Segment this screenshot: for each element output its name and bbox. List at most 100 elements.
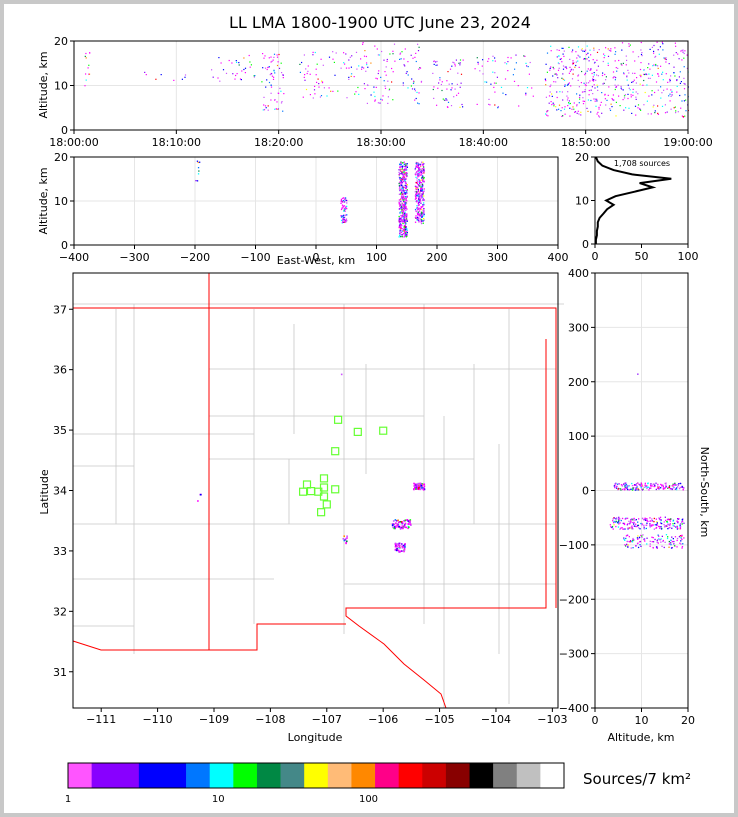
source-point bbox=[415, 162, 417, 165]
source-point bbox=[362, 42, 364, 44]
source-point bbox=[413, 80, 415, 82]
source-point bbox=[84, 85, 86, 87]
source-point bbox=[676, 85, 678, 87]
x-tick-label: 20 bbox=[681, 714, 695, 727]
x-tick-label: 0 bbox=[592, 250, 599, 263]
source-point bbox=[667, 81, 669, 83]
source-point bbox=[627, 527, 629, 529]
source-point bbox=[343, 52, 345, 54]
source-point bbox=[631, 525, 633, 527]
source-point bbox=[264, 67, 267, 69]
source-point bbox=[276, 101, 278, 103]
source-point bbox=[345, 537, 347, 540]
source-point bbox=[672, 519, 675, 521]
source-point bbox=[582, 91, 584, 93]
source-point bbox=[670, 95, 672, 97]
source-point bbox=[658, 53, 660, 55]
source-point bbox=[375, 77, 377, 79]
y-tick-label: 32 bbox=[53, 605, 67, 618]
source-point bbox=[436, 104, 438, 106]
source-point bbox=[406, 214, 408, 216]
source-point bbox=[407, 87, 409, 89]
source-point bbox=[635, 96, 637, 98]
source-point bbox=[580, 49, 583, 51]
source-point bbox=[646, 485, 648, 487]
source-point bbox=[546, 52, 549, 54]
source-point bbox=[268, 66, 270, 68]
source-point bbox=[401, 235, 403, 238]
x-tick-label: −103 bbox=[537, 713, 567, 726]
source-point bbox=[363, 83, 365, 85]
source-point bbox=[404, 524, 406, 526]
source-point bbox=[593, 74, 595, 76]
source-point bbox=[328, 56, 331, 58]
source-point bbox=[672, 520, 674, 522]
source-point bbox=[404, 199, 406, 201]
source-point bbox=[660, 541, 662, 543]
source-point bbox=[664, 541, 666, 543]
source-point bbox=[460, 73, 463, 75]
source-point bbox=[623, 537, 625, 539]
source-point bbox=[355, 91, 357, 93]
source-point bbox=[650, 484, 652, 486]
colorbar-swatch bbox=[209, 763, 234, 788]
source-point bbox=[616, 521, 618, 523]
source-point bbox=[550, 101, 552, 103]
source-point bbox=[384, 85, 386, 87]
source-point bbox=[416, 185, 418, 188]
source-point bbox=[564, 106, 566, 108]
source-point bbox=[405, 168, 407, 170]
source-point bbox=[401, 193, 403, 195]
source-point bbox=[610, 103, 612, 105]
source-point bbox=[641, 484, 643, 486]
source-point bbox=[420, 222, 423, 225]
source-point bbox=[422, 167, 424, 170]
source-point bbox=[639, 68, 642, 71]
source-point bbox=[592, 59, 594, 61]
source-point bbox=[452, 61, 454, 63]
source-point bbox=[665, 61, 667, 63]
source-point bbox=[404, 189, 406, 192]
source-point bbox=[621, 64, 623, 66]
source-point bbox=[558, 104, 561, 106]
source-point bbox=[447, 71, 449, 73]
source-point bbox=[403, 549, 406, 552]
source-point bbox=[488, 58, 490, 60]
source-point bbox=[406, 189, 408, 192]
source-point bbox=[414, 483, 416, 485]
source-point bbox=[625, 535, 628, 537]
source-point bbox=[400, 234, 402, 236]
source-point bbox=[588, 56, 590, 58]
source-point bbox=[451, 83, 453, 85]
source-point bbox=[675, 110, 677, 112]
source-point bbox=[399, 169, 402, 171]
x-tick-label: 100 bbox=[366, 251, 387, 264]
source-point bbox=[198, 170, 200, 172]
source-point bbox=[374, 100, 376, 102]
source-point bbox=[553, 105, 555, 107]
source-point bbox=[403, 193, 405, 195]
source-point bbox=[628, 107, 630, 109]
source-point bbox=[241, 70, 243, 72]
source-point bbox=[682, 51, 684, 53]
source-point bbox=[402, 228, 404, 230]
source-point bbox=[404, 235, 406, 237]
source-point bbox=[568, 102, 570, 104]
source-point bbox=[654, 91, 656, 94]
source-point bbox=[548, 102, 550, 104]
source-point bbox=[267, 105, 269, 107]
source-point bbox=[416, 218, 418, 221]
source-point bbox=[270, 92, 272, 94]
source-point bbox=[423, 202, 425, 204]
source-point bbox=[377, 54, 379, 56]
source-point bbox=[618, 521, 620, 523]
source-point bbox=[675, 112, 677, 114]
source-point bbox=[321, 80, 323, 82]
source-point bbox=[673, 72, 675, 74]
source-point bbox=[557, 69, 560, 71]
source-point bbox=[435, 64, 437, 66]
source-point bbox=[617, 518, 620, 520]
source-point bbox=[611, 98, 613, 100]
source-point bbox=[85, 52, 87, 55]
source-point bbox=[399, 163, 401, 165]
